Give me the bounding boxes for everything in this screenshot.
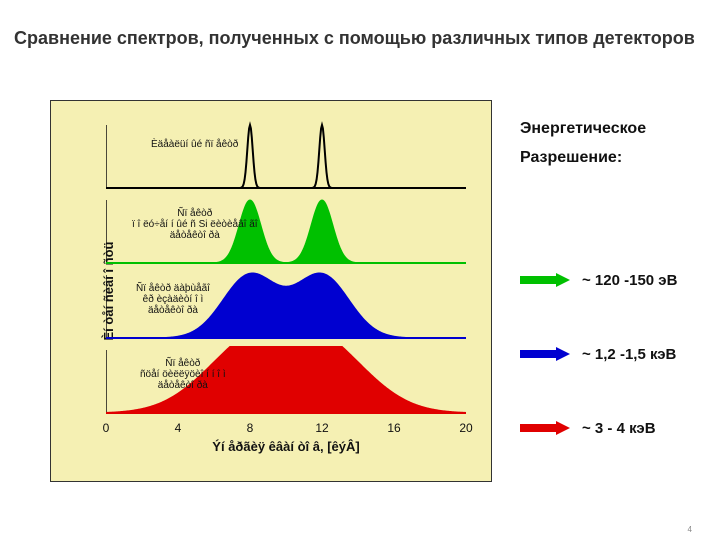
arrow-icon	[520, 273, 570, 287]
x-axis-label: Ýí åðãèÿ êâàí òî â, [êýÂ]	[106, 439, 466, 454]
chart-block: Èí òåí ñèâí î ñòü Èäåàëüí ûé ñï åêòðÑï å…	[50, 100, 492, 482]
x-tick: 0	[103, 421, 110, 435]
resolution-heading: Энергетическое Разрешение:	[520, 115, 710, 173]
resolution-row-1: ~ 1,2 -1,5 кэВ	[520, 339, 676, 369]
spectrum-panel-1: Ñï åêòð ï î ëó÷åí í ûé ñ Si ëèòèåâî ãî ä…	[106, 196, 466, 271]
spectrum-panel-label: Ñï åêòð ñöåí öèëëÿöèî í í î ì äåòåêòî ðà	[140, 358, 226, 391]
arrow-icon	[520, 421, 570, 435]
x-tick: 16	[387, 421, 400, 435]
spectrum-panel-2: Ñï åêòð äàþùåãî êð èçàäèòí î ì äåòåêòî ð…	[106, 271, 466, 346]
x-ticks: 048121620	[106, 421, 466, 441]
resolution-row-2: ~ 3 - 4 кэВ	[520, 413, 656, 443]
page-title: Сравнение спектров, полученных с помощью…	[14, 28, 695, 49]
x-tick: 4	[175, 421, 182, 435]
spectrum-panel-0: Èäåàëüí ûé ñï åêòð	[106, 121, 466, 196]
x-axis: 048121620 Ýí åðãèÿ êâàí òî â, [êýÂ]	[106, 421, 466, 461]
spectrum-panel-label: Ñï åêòð äàþùåãî êð èçàäèòí î ì äåòåêòî ð…	[136, 283, 210, 316]
heading-line-2: Разрешение:	[520, 149, 622, 166]
x-tick: 8	[247, 421, 254, 435]
x-tick: 20	[459, 421, 472, 435]
spectrum-svg	[106, 121, 466, 196]
spectrum-panel-label: Èäåàëüí ûé ñï åêòð	[151, 139, 238, 150]
right-column: Энергетическое Разрешение: ~ 120 -150 эВ…	[520, 115, 710, 173]
resolution-value: ~ 120 -150 эВ	[582, 272, 677, 289]
x-tick: 12	[315, 421, 328, 435]
spectrum-panel-label: Ñï åêòð ï î ëó÷åí í ûé ñ Si ëèòèåâî ãî ä…	[132, 208, 258, 241]
heading-line-1: Энергетическое	[520, 120, 646, 137]
page-number: 4	[688, 525, 692, 534]
plot-area: Èäåàëüí ûé ñï åêòð Ñï åêòð ï î ëó÷åí í ûé…	[106, 121, 466, 421]
arrow-icon	[520, 347, 570, 361]
spectrum-panel-3: Ñï åêòð ñöåí öèëëÿöèî í í î ì äåòåêòî ðà	[106, 346, 466, 421]
resolution-row-0: ~ 120 -150 эВ	[520, 265, 677, 295]
resolution-value: ~ 3 - 4 кэВ	[582, 420, 656, 437]
resolution-value: ~ 1,2 -1,5 кэВ	[582, 346, 676, 363]
